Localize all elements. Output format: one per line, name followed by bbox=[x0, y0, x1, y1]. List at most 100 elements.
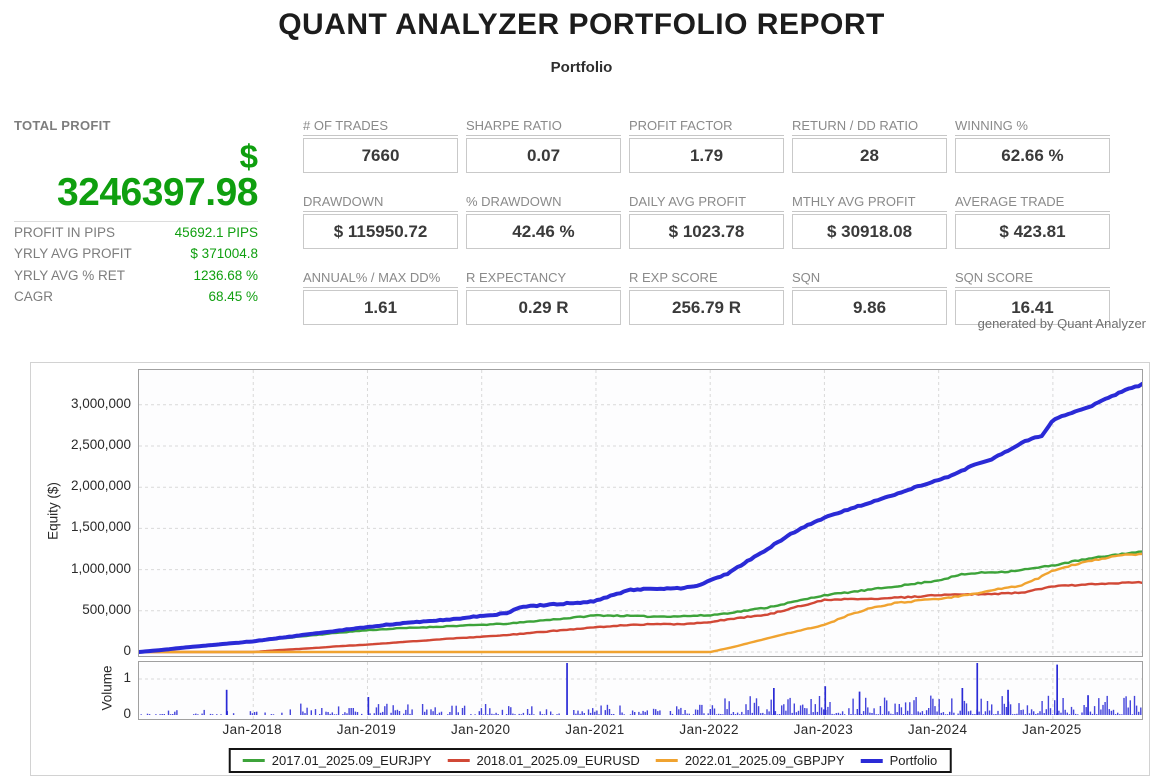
equity-y-tick: 500,000 bbox=[82, 601, 131, 617]
stat-cell: PROFIT FACTOR 1.79 bbox=[629, 118, 784, 173]
volume-plot bbox=[138, 661, 1143, 720]
legend-item-2017.01_2025.09_EURJPY: 2017.01_2025.09_EURJPY bbox=[242, 753, 432, 768]
stat-value: 16.41 bbox=[955, 290, 1110, 325]
stat-label: R EXP SCORE bbox=[629, 270, 784, 288]
stat-value: 28 bbox=[792, 138, 947, 173]
stat-label: % DRAWDOWN bbox=[466, 194, 621, 212]
x-axis-tick: Jan-2018 bbox=[222, 722, 282, 737]
stat-label: R EXPECTANCY bbox=[466, 270, 621, 288]
x-axis-tick: Jan-2022 bbox=[679, 722, 739, 737]
stat-label: DRAWDOWN bbox=[303, 194, 458, 212]
stat-label: PROFIT FACTOR bbox=[629, 118, 784, 136]
legend-item-Portfolio: Portfolio bbox=[860, 753, 938, 768]
equity-y-tick: 1,500,000 bbox=[70, 519, 131, 535]
stat-cell: ANNUAL% / MAX DD% 1.61 bbox=[303, 270, 458, 325]
stat-cell: RETURN / DD RATIO 28 bbox=[792, 118, 947, 173]
stat-value: $ 1023.78 bbox=[629, 214, 784, 249]
stat-label: RETURN / DD RATIO bbox=[792, 118, 947, 136]
stat-cell: WINNING % 62.66 % bbox=[955, 118, 1110, 173]
total-profit-label: TOTAL PROFIT bbox=[14, 118, 111, 133]
stat-value: 62.66 % bbox=[955, 138, 1110, 173]
stat-value: $ 30918.08 bbox=[792, 214, 947, 249]
x-axis-tick: Jan-2020 bbox=[450, 722, 511, 737]
profit-row-label: CAGR bbox=[14, 289, 54, 305]
stat-cell: SQN 9.86 bbox=[792, 270, 947, 325]
total-profit-value: 3246397.98 bbox=[56, 171, 259, 214]
stat-value: 9.86 bbox=[792, 290, 947, 325]
legend-swatch-icon bbox=[447, 759, 470, 762]
volume-y-tick: 0 bbox=[123, 706, 131, 721]
equity-plot bbox=[138, 369, 1143, 657]
volume-y-tick: 1 bbox=[123, 670, 131, 685]
stat-label: MTHLY AVG PROFIT bbox=[792, 194, 947, 212]
stat-label: ANNUAL% / MAX DD% bbox=[303, 270, 458, 288]
stat-value: 1.79 bbox=[629, 138, 784, 173]
stat-value: $ 115950.72 bbox=[303, 214, 458, 249]
stat-cell: DRAWDOWN $ 115950.72 bbox=[303, 194, 458, 249]
stat-cell: R EXP SCORE 256.79 R bbox=[629, 270, 784, 325]
equity-y-tick: 1,000,000 bbox=[70, 560, 131, 576]
stat-cell: MTHLY AVG PROFIT $ 30918.08 bbox=[792, 194, 947, 249]
chart-legend: 2017.01_2025.09_EURJPY 2018.01_2025.09_EU… bbox=[228, 748, 952, 773]
page-title: QUANT ANALYZER PORTFOLIO REPORT bbox=[278, 8, 885, 41]
generated-by-note: generated by Quant Analyzer bbox=[977, 316, 1146, 331]
x-axis-tick: Jan-2024 bbox=[907, 722, 968, 737]
profit-row-label: YRLY AVG % RET bbox=[14, 267, 126, 283]
profit-row-value: 68.45 % bbox=[208, 289, 258, 305]
stat-label: AVERAGE TRADE bbox=[955, 194, 1110, 212]
divider bbox=[14, 220, 258, 222]
x-axis-tick: Jan-2025 bbox=[1022, 722, 1082, 737]
equity-chart-panel: Equity ($) Volume 0 500,000 1,000,000 1,500… bbox=[30, 362, 1150, 776]
stat-label: SQN bbox=[792, 270, 947, 288]
legend-swatch-icon bbox=[655, 759, 678, 762]
stat-cell: R EXPECTANCY 0.29 R bbox=[466, 270, 621, 325]
equity-y-tick: 0 bbox=[123, 643, 131, 658]
legend-label: 2022.01_2025.09_GBPJPY bbox=[684, 753, 845, 768]
x-axis-tick: Jan-2019 bbox=[336, 722, 397, 737]
x-axis-tick: Jan-2023 bbox=[793, 722, 854, 737]
page-subtitle: Portfolio bbox=[550, 59, 613, 76]
profit-summary-row: CAGR 68.45 % bbox=[14, 286, 258, 308]
profit-row-value: 1236.68 % bbox=[193, 267, 258, 283]
stat-label: SHARPE RATIO bbox=[466, 118, 621, 136]
legend-label: Portfolio bbox=[889, 753, 938, 768]
profit-summary-row: YRLY AVG PROFIT $ 371004.8 bbox=[14, 243, 258, 265]
equity-y-tick: 2,500,000 bbox=[70, 437, 131, 452]
profit-row-value: $ 371004.8 bbox=[190, 246, 258, 262]
profit-row-label: YRLY AVG PROFIT bbox=[14, 246, 132, 262]
series-line-Portfolio bbox=[139, 382, 1142, 654]
equity-y-tick: 2,000,000 bbox=[70, 478, 131, 494]
profit-summary-row: YRLY AVG % RET 1236.68 % bbox=[14, 265, 258, 287]
total-profit-panel: TOTAL PROFIT $ 3246397.98 PROFIT IN PIPS… bbox=[14, 118, 259, 308]
legend-label: 2018.01_2025.09_EURUSD bbox=[476, 753, 640, 768]
legend-swatch-icon bbox=[242, 759, 265, 762]
stat-cell: SQN SCORE 16.41 bbox=[955, 270, 1110, 325]
stat-value: 1.61 bbox=[303, 290, 458, 325]
profit-row-label: PROFIT IN PIPS bbox=[14, 224, 116, 240]
stat-value: 256.79 R bbox=[629, 290, 784, 325]
stat-label: WINNING % bbox=[955, 118, 1110, 136]
legend-item-2022.01_2025.09_GBPJPY: 2022.01_2025.09_GBPJPY bbox=[655, 753, 845, 768]
stat-label: # OF TRADES bbox=[303, 118, 458, 136]
stat-cell: AVERAGE TRADE $ 423.81 bbox=[955, 194, 1110, 249]
series-line-2022.01_2025.09_GBPJPY bbox=[139, 552, 1142, 654]
stats-grid: # OF TRADES 7660 SHARPE RATIO 0.07 PROFIT FA… bbox=[303, 118, 1119, 325]
equity-y-tick: 3,000,000 bbox=[70, 395, 131, 411]
stat-label: DAILY AVG PROFIT bbox=[629, 194, 784, 212]
stat-cell: # OF TRADES 7660 bbox=[303, 118, 458, 173]
legend-item-2018.01_2025.09_EURUSD: 2018.01_2025.09_EURUSD bbox=[447, 753, 640, 768]
legend-label: 2017.01_2025.09_EURJPY bbox=[271, 753, 432, 768]
profit-summary-rows: PROFIT IN PIPS 45692.1 PIPS YRLY AVG PROFI… bbox=[14, 222, 258, 308]
stat-value: 42.46 % bbox=[466, 214, 621, 249]
x-axis-tick: Jan-2021 bbox=[565, 722, 625, 737]
series-line-2018.01_2025.09_EURUSD bbox=[139, 580, 1142, 654]
dollar-sign-icon: $ bbox=[239, 138, 258, 175]
profit-summary-row: PROFIT IN PIPS 45692.1 PIPS bbox=[14, 222, 258, 244]
profit-row-value: 45692.1 PIPS bbox=[174, 224, 258, 240]
stat-cell: SHARPE RATIO 0.07 bbox=[466, 118, 621, 173]
stat-cell: % DRAWDOWN 42.46 % bbox=[466, 194, 621, 249]
stat-value: $ 423.81 bbox=[955, 214, 1110, 249]
stat-value: 7660 bbox=[303, 138, 458, 173]
stat-label: SQN SCORE bbox=[955, 270, 1110, 288]
stat-value: 0.29 R bbox=[466, 290, 621, 325]
